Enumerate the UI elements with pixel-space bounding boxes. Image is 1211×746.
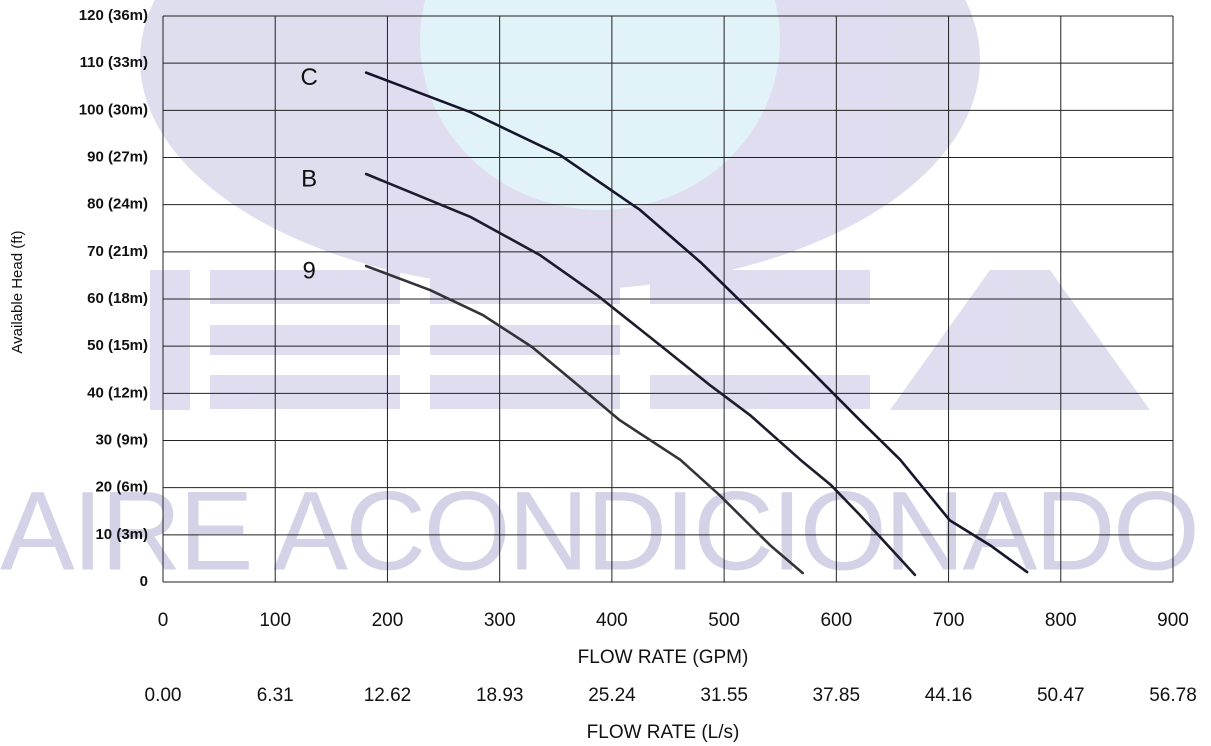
- logo-letter: [430, 325, 620, 355]
- x2-axis-label: FLOW RATE (L/s): [587, 722, 740, 743]
- x2-tick-label: 31.55: [700, 685, 748, 706]
- x-tick-label: 800: [1045, 610, 1077, 631]
- watermark-text: AIRE ACONDICIONADO: [0, 469, 1200, 594]
- series-label: C: [300, 64, 317, 91]
- y-tick-label: 50 (15m): [87, 337, 148, 354]
- y-tick-label: 90 (27m): [87, 148, 148, 165]
- y-tick-label: 70 (21m): [87, 243, 148, 260]
- curve: [364, 264, 804, 575]
- y-tick-label: 60 (18m): [87, 290, 148, 307]
- logo-letter: [890, 270, 1150, 410]
- x2-tick-label: 56.78: [1149, 685, 1197, 706]
- x2-tick-label: 18.93: [476, 685, 524, 706]
- logo-letter: [430, 375, 620, 409]
- series-label: B: [301, 165, 317, 192]
- x2-tick-label: 44.16: [925, 685, 973, 706]
- x-tick-label: 300: [484, 610, 516, 631]
- x-tick-label: 400: [596, 610, 628, 631]
- y-axis-label: Available Head (ft): [9, 230, 26, 353]
- y-tick-label: 0: [140, 573, 148, 590]
- x2-tick-label: 12.62: [364, 685, 412, 706]
- logo-letter: [650, 375, 870, 409]
- x2-tick-label: 0.00: [145, 685, 182, 706]
- y-tick-label: 10 (3m): [95, 526, 148, 543]
- logo-letter: [210, 270, 400, 304]
- logo-letter: [210, 375, 400, 409]
- x2-tick-label: 50.47: [1037, 685, 1085, 706]
- y-tick-label: 100 (30m): [79, 101, 148, 118]
- y-tick-label: 20 (6m): [95, 479, 148, 496]
- curve: [364, 71, 1029, 574]
- y-tick-label: 120 (36m): [79, 7, 148, 24]
- logo-blob: [140, 0, 980, 290]
- x-tick-label: 0: [158, 610, 169, 631]
- curve: [364, 172, 917, 577]
- x-tick-label: 200: [372, 610, 404, 631]
- series-label: 9: [302, 257, 315, 284]
- x2-tick-label: 6.31: [257, 685, 294, 706]
- logo-letter: [650, 270, 870, 304]
- x-tick-label: 900: [1157, 610, 1189, 631]
- y-tick-label: 30 (9m): [95, 431, 148, 448]
- y-tick-label: 80 (24m): [87, 196, 148, 213]
- logo-letter: [210, 325, 400, 355]
- y-tick-label: 110 (33m): [80, 54, 148, 71]
- x-tick-label: 700: [933, 610, 965, 631]
- logo-letter: [150, 270, 190, 410]
- x2-tick-label: 25.24: [588, 685, 636, 706]
- x-axis-label: FLOW RATE (GPM): [578, 647, 749, 668]
- x-tick-label: 600: [820, 610, 852, 631]
- x2-tick-label: 37.85: [813, 685, 861, 706]
- y-tick-label: 40 (12m): [87, 384, 148, 401]
- x-tick-label: 500: [708, 610, 740, 631]
- x-tick-label: 100: [259, 610, 291, 631]
- logo-letter: [430, 270, 620, 304]
